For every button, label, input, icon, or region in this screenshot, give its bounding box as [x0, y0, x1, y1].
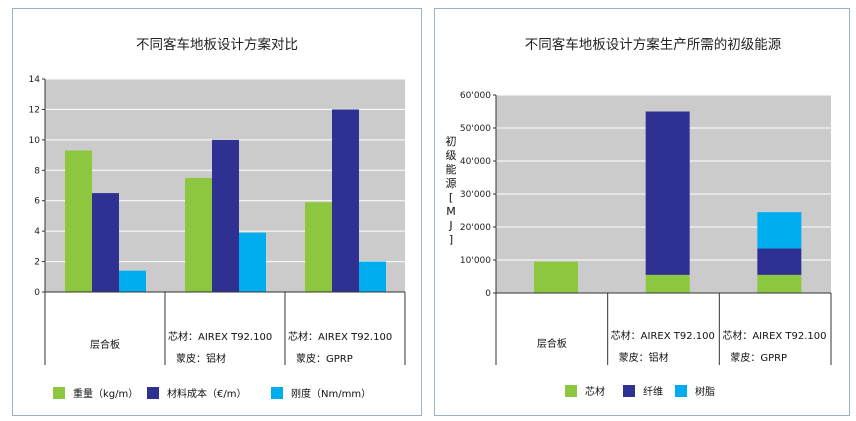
y-axis-label: 初级能源[M J]	[446, 134, 457, 246]
bar-3-cat-3	[757, 212, 802, 249]
category-label: 蒙皮：铝材	[176, 352, 226, 365]
legend-label: 重量（kg/m）	[73, 387, 138, 400]
legend-label: 刚度（Nm/mm）	[291, 387, 371, 400]
bar-1-cat-2	[185, 177, 212, 292]
category-label: 蒙皮：GPRP	[730, 351, 787, 364]
y-tick-label: 10	[29, 136, 41, 146]
legend-label: 纤维	[643, 385, 663, 398]
bar-2-cat-2	[645, 111, 690, 275]
bar-2-cat-3	[757, 248, 802, 275]
legend-swatch	[623, 385, 635, 397]
y-tick-label: 0	[34, 288, 40, 298]
chart-title: 不同客车地板设计方案生产所需的初级能源	[525, 36, 782, 53]
y-tick-label: 10'000	[460, 256, 491, 266]
bar-1-cat-1	[65, 150, 92, 292]
legend-label: 芯材	[585, 385, 605, 398]
category-label: 蒙皮：GPRP	[296, 352, 353, 365]
category-label: 芯材：AIREX T92.100	[611, 329, 715, 342]
bar-2-cat-2	[212, 139, 239, 292]
category-label: 芯材：AIREX T92.100	[722, 329, 826, 342]
bar-2-cat-3	[332, 109, 359, 292]
bar-1-cat-3	[305, 202, 332, 292]
chart-left-svg: 不同客车地板设计方案对比 0 2 4 6 8 10 12 14 层合板 芯材：AIREX T92.1…	[29, 36, 406, 400]
bar-3-cat-3	[359, 261, 386, 292]
y-tick-label: 2	[34, 258, 40, 268]
y-tick-label: 6	[34, 197, 40, 207]
legend-swatch	[675, 385, 687, 397]
legend-label: 树脂	[695, 385, 715, 398]
category-label: 层合板	[537, 337, 567, 350]
legend-swatch	[147, 387, 159, 399]
bar-2-cat-1	[92, 193, 119, 292]
chart-right-svg: 不同客车地板设计方案生产所需的初级能源 0 10'000 20'000 30'000 40…	[446, 36, 832, 398]
y-tick-label: 4	[34, 227, 40, 237]
y-tick-label: 30'000	[460, 190, 491, 200]
y-tick-label: 20'000	[460, 223, 491, 233]
bar-3-cat-1	[119, 270, 146, 292]
legend-swatch	[565, 385, 577, 397]
category-label: 层合板	[90, 338, 120, 351]
legend-label: 材料成本（€/m）	[167, 387, 246, 400]
y-tick-label: 60'000	[460, 91, 491, 101]
y-tick-label: 40'000	[460, 157, 491, 167]
chart-panel-right: 不同客车地板设计方案生产所需的初级能源 0 10'000 20'000 30'000 40…	[434, 8, 850, 416]
category-label: 蒙皮：铝材	[619, 351, 669, 364]
chart-title: 不同客车地板设计方案对比	[136, 36, 298, 53]
legend-swatch	[271, 387, 283, 399]
bar-1-cat-3	[757, 274, 802, 293]
y-tick-label: 12	[29, 105, 40, 115]
y-tick-label: 8	[34, 166, 40, 176]
bar-1-cat-1	[534, 261, 578, 293]
bar-1-cat-2	[645, 274, 690, 293]
category-label: 芯材：AIREX T92.100	[168, 330, 272, 343]
y-tick-label: 50'000	[460, 124, 491, 134]
bar-3-cat-2	[239, 232, 266, 292]
legend-swatch	[53, 387, 65, 399]
y-tick-label: 14	[29, 75, 41, 85]
y-tick-label: 0	[485, 289, 491, 299]
chart-panel-left: 不同客车地板设计方案对比 0 2 4 6 8 10 12 14 层合板 芯材：AIREX T92.1…	[12, 8, 422, 416]
category-label: 芯材：AIREX T92.100	[288, 330, 392, 343]
